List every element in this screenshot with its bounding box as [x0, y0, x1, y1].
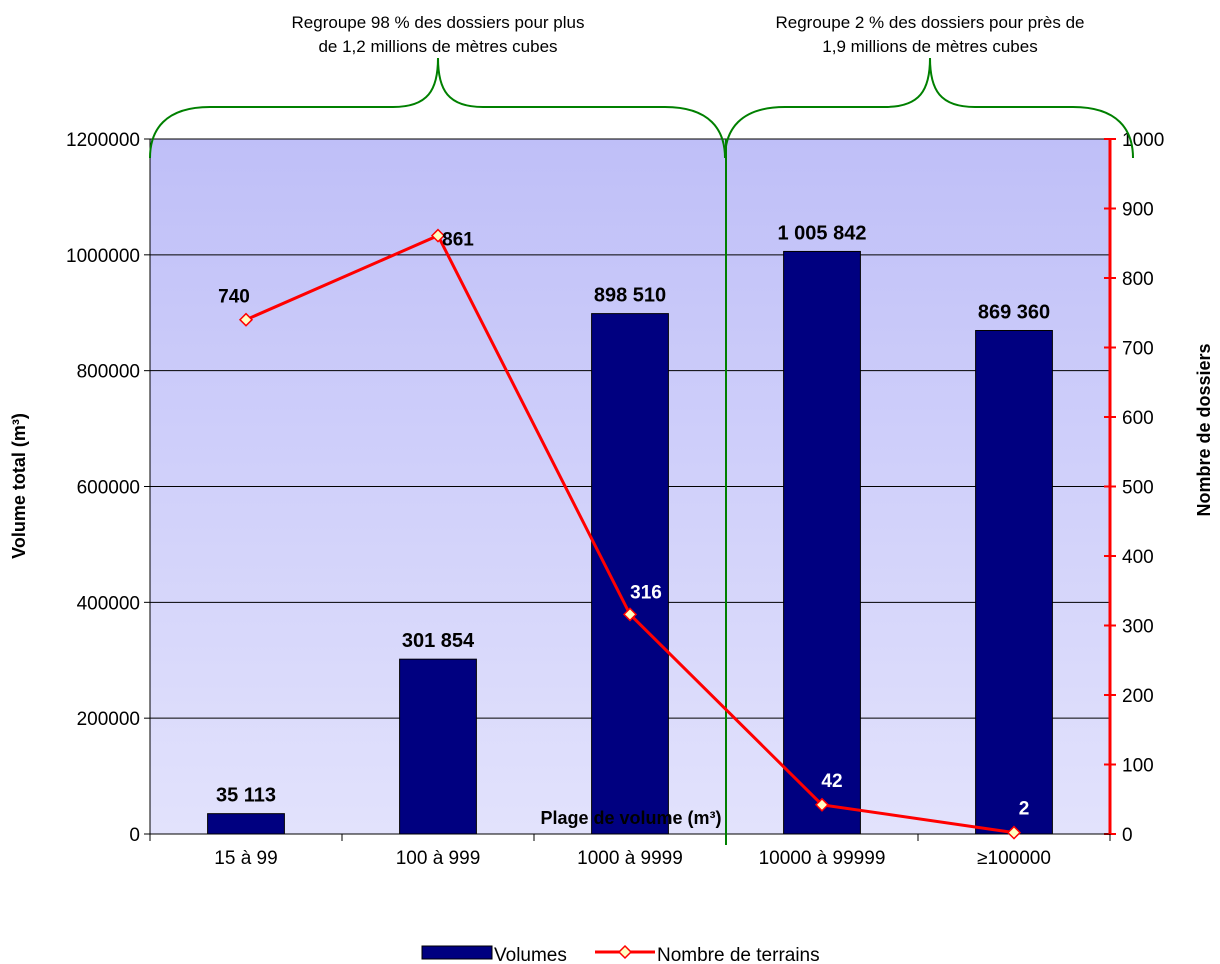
annotation-right-line1: Regroupe 2 % des dossiers pour près de [775, 13, 1084, 32]
bar [591, 313, 669, 835]
y-tick-label: 1000000 [66, 246, 140, 267]
line-data-label: 740 [218, 287, 250, 308]
line-point [430, 228, 446, 243]
y-tick-label: 800000 [77, 362, 140, 383]
legend-swatch-volumes [421, 945, 493, 960]
y2-tick-label: 500 [1122, 478, 1154, 499]
annotation-right-line2: 1,9 millions de mètres cubes [822, 37, 1037, 56]
x-tick-label: 1000 à 9999 [577, 848, 683, 869]
y2-tick-label: 0 [1122, 825, 1133, 846]
y2-tick-label: 400 [1122, 547, 1154, 568]
y2-tick-label: 200 [1122, 686, 1154, 707]
x-tick-label: 100 à 999 [396, 848, 481, 869]
y-tick-label: 1200000 [66, 130, 140, 151]
annotation-left-line2: de 1,2 millions de mètres cubes [318, 37, 557, 56]
bar-series-volumes [207, 250, 1053, 835]
y2-tick-label: 300 [1122, 617, 1154, 638]
legend-label-nombre-de-terrains: Nombre de terrains [657, 945, 820, 964]
line-point [622, 607, 638, 622]
line-point [238, 312, 254, 327]
annotation-left-line1: Regroupe 98 % des dossiers pour plus [292, 13, 585, 32]
line-data-label: 316 [630, 582, 662, 603]
y-tick-label: 600000 [77, 478, 140, 499]
y2-axis-title: Nombre de dossiers [1194, 343, 1214, 516]
tick-labels: 0 200000 400000 600000 800000 1000000 1200000 0… [66, 130, 1164, 869]
y2-tick-label: 800 [1122, 269, 1154, 290]
x-axis-title: Plage de volume (m³) [540, 808, 721, 828]
y-tick-label: 400000 [77, 593, 140, 614]
bar [399, 658, 477, 835]
y-tick-label: 200000 [77, 709, 140, 730]
bar [783, 250, 861, 835]
y2-tick-label: 700 [1122, 339, 1154, 360]
bar [975, 329, 1053, 835]
legend-label-volumes: Volumes [494, 945, 567, 964]
data-labels: 35 113 301 854 898 510 1 005 842 869 360 740 8… [216, 222, 1050, 819]
line-data-label: 2 [1019, 799, 1030, 820]
legend-marker-nombre-de-terrains [617, 944, 633, 960]
x-tick-label: 15 à 99 [214, 848, 277, 869]
line-series-nombre-de-terrains [238, 228, 1022, 840]
x-tick-label: ≥100000 [977, 848, 1051, 869]
bar [207, 813, 285, 835]
brace-left [149, 57, 726, 159]
annotation-braces [149, 57, 1134, 159]
y2-tick-label: 100 [1122, 756, 1154, 777]
bar-data-label: 869 360 [978, 301, 1050, 323]
bar-data-label: 1 005 842 [778, 222, 867, 244]
bar-data-label: 301 854 [402, 630, 475, 652]
bar-data-label: 898 510 [594, 285, 666, 307]
line-data-label: 861 [442, 230, 474, 251]
line-point [814, 797, 830, 812]
legend: Volumes Nombre de terrains [421, 944, 820, 964]
x-tick-label: 10000 à 99999 [759, 848, 886, 869]
bar-data-label: 35 113 [216, 785, 276, 807]
y2-tick-label: 600 [1122, 408, 1154, 429]
line-data-label: 42 [821, 771, 842, 792]
y2-tick-label: 900 [1122, 200, 1154, 221]
y-tick-label: 0 [129, 825, 140, 846]
line-point [1006, 825, 1022, 840]
axes [144, 138, 1116, 841]
brace-right [724, 57, 1134, 159]
y-axis-title: Volume total (m³) [9, 413, 29, 559]
